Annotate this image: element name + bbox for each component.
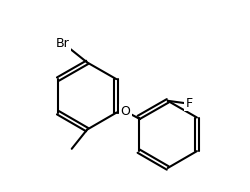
Text: F: F	[184, 97, 192, 110]
Text: O: O	[120, 105, 130, 118]
Text: Br: Br	[56, 37, 70, 50]
